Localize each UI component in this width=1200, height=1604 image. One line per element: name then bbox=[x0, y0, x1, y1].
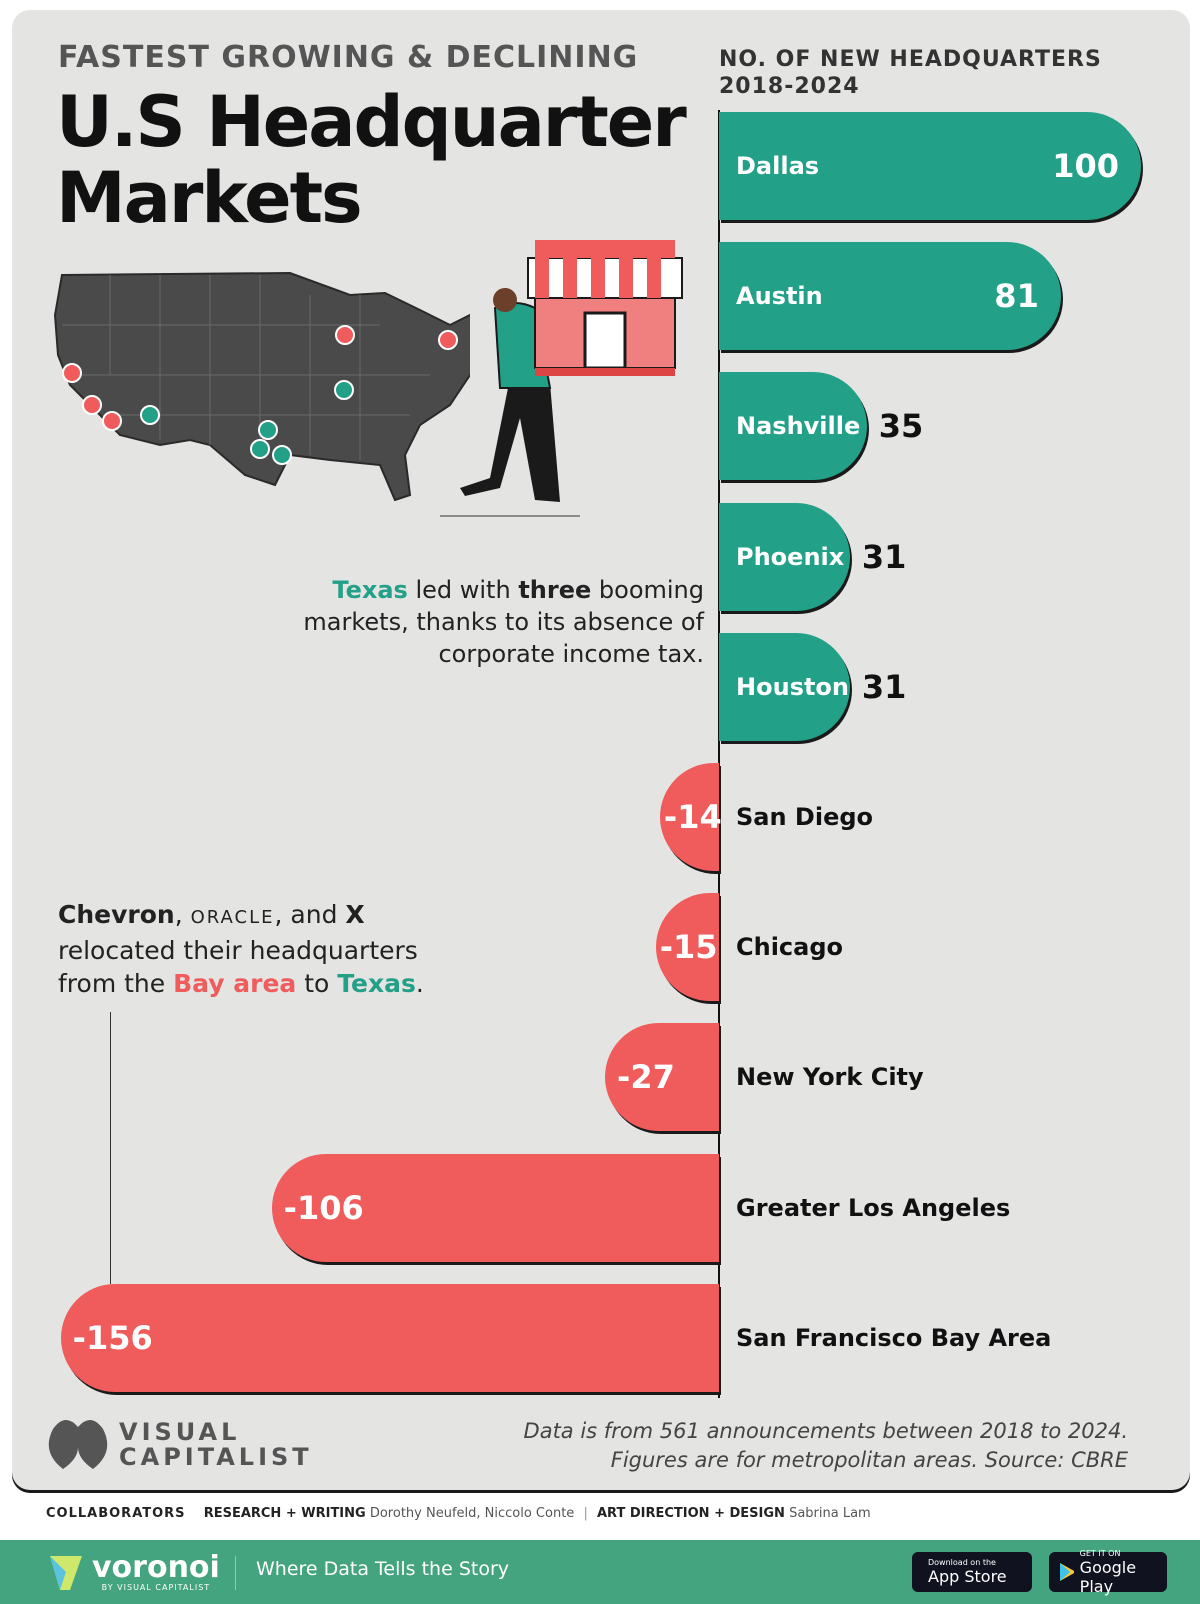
value-label: -15 bbox=[659, 928, 718, 967]
bar-phoenix bbox=[719, 502, 850, 611]
value-label: 31 bbox=[861, 537, 907, 576]
chart-subtitle: NO. OF NEW HEADQUARTERS 2018-2024 bbox=[719, 46, 1102, 100]
visual-capitalist-logo-icon bbox=[48, 1419, 108, 1469]
category-label: Dallas bbox=[736, 152, 820, 180]
dot-nashville bbox=[334, 380, 354, 400]
dot-houston bbox=[272, 445, 292, 465]
voronoi-logo[interactable]: voronoi BY VISUAL CAPITALIST bbox=[48, 1552, 220, 1592]
research-names: Dorothy Neufeld, Niccolo Conte bbox=[369, 1506, 575, 1521]
bar-new-york-city bbox=[605, 1023, 719, 1132]
source-line-2: Figures are for metropolitan areas. Sour… bbox=[610, 1448, 1128, 1472]
design-names: Sabrina Lam bbox=[789, 1506, 871, 1521]
oracle-logo-text: ORACLE bbox=[190, 907, 275, 928]
us-map-illustration bbox=[53, 271, 470, 502]
dot-chicago bbox=[335, 325, 355, 345]
dot-austin bbox=[250, 439, 270, 459]
dot-new-york bbox=[438, 330, 458, 350]
dot-sf bbox=[62, 363, 82, 383]
dot-dallas bbox=[258, 420, 278, 440]
design-label: ART DIRECTION + DESIGN bbox=[596, 1506, 785, 1521]
bar-san-francisco-bay-area bbox=[60, 1283, 719, 1392]
category-label: Phoenix bbox=[736, 542, 845, 571]
dot-la bbox=[82, 395, 102, 415]
value-label: -106 bbox=[283, 1188, 364, 1227]
annotation-text: , and bbox=[274, 900, 346, 929]
value-label: 35 bbox=[878, 407, 924, 446]
appstore-small: Download on the bbox=[928, 1558, 996, 1567]
annotation-text: booming markets, thanks to its absence o… bbox=[303, 576, 704, 668]
texas-annotation: Texas led with three booming markets, th… bbox=[284, 574, 704, 670]
bar-nashville bbox=[719, 372, 867, 481]
bar-austin bbox=[719, 242, 1061, 351]
category-label: Austin bbox=[736, 282, 823, 311]
map-dots bbox=[62, 325, 458, 465]
category-label: Houston bbox=[736, 672, 849, 701]
annotation-text: relocated their headquarters from the bbox=[58, 936, 418, 998]
play-small: GET IT ON bbox=[1079, 1548, 1121, 1558]
bay-area-highlight: Bay area bbox=[173, 969, 297, 998]
texas-highlight: Texas bbox=[332, 576, 408, 604]
separator: | bbox=[583, 1506, 588, 1521]
dot-phoenix bbox=[140, 405, 160, 425]
annotation-text: to bbox=[296, 969, 338, 998]
zero-axis-line bbox=[718, 110, 720, 1398]
category-label: New York City bbox=[736, 1063, 924, 1092]
x-logo-text: X bbox=[345, 900, 365, 929]
us-map-shape bbox=[53, 271, 470, 502]
footer-divider bbox=[235, 1556, 236, 1590]
visual-capitalist-logo: VISUAL CAPITALIST bbox=[45, 1417, 313, 1473]
category-label: Nashville bbox=[736, 412, 861, 441]
state-borders bbox=[62, 275, 430, 460]
category-label: San Francisco Bay Area bbox=[736, 1323, 1052, 1352]
tagline: Where Data Tells the Story bbox=[256, 1558, 510, 1580]
collaborators-label: COLLABORATORS bbox=[46, 1506, 186, 1521]
voronoi-icon bbox=[50, 1556, 82, 1590]
annotation-leader-line bbox=[110, 1012, 111, 1284]
annotation-text: , bbox=[174, 900, 191, 929]
value-label: 100 bbox=[1052, 147, 1119, 185]
annotation-text: . bbox=[415, 969, 424, 998]
value-label: -156 bbox=[72, 1318, 153, 1357]
annotation-text: led with bbox=[407, 576, 519, 604]
bar-dallas bbox=[719, 112, 1141, 220]
logo-line-2: CAPITALIST bbox=[119, 1443, 313, 1471]
annotation-bold: three bbox=[518, 576, 592, 604]
research-label: RESEARCH + WRITING bbox=[203, 1506, 366, 1521]
value-label: 81 bbox=[994, 277, 1039, 316]
bar-greater-los-angeles bbox=[271, 1153, 719, 1262]
chevron-logo-text: Chevron bbox=[58, 900, 175, 929]
bar-houston bbox=[719, 632, 850, 741]
category-label: Greater Los Angeles bbox=[736, 1193, 1011, 1222]
person-carrying-store-illustration bbox=[440, 240, 683, 517]
play-label: Google Play bbox=[1079, 1557, 1137, 1596]
texas-highlight: Texas bbox=[337, 969, 416, 998]
google-play-button[interactable]: GET IT ON Google Play bbox=[1049, 1548, 1167, 1595]
value-label: -14 bbox=[663, 798, 722, 836]
voronoi-wordmark: voronoi bbox=[92, 1549, 220, 1585]
kicker: FASTEST GROWING & DECLINING bbox=[58, 40, 639, 75]
logo-line-1: VISUAL bbox=[119, 1418, 241, 1446]
subtitle-line-1: NO. OF NEW HEADQUARTERS bbox=[719, 47, 1102, 72]
source-line-1: Data is from 561 announcements between 2… bbox=[523, 1419, 1128, 1443]
category-label: Chicago bbox=[736, 933, 844, 962]
page-title: U.S Headquarter Markets bbox=[56, 81, 687, 239]
value-label: -27 bbox=[617, 1058, 675, 1097]
subtitle-line-2: 2018-2024 bbox=[719, 74, 860, 99]
google-play-icon bbox=[1060, 1563, 1074, 1581]
relocation-annotation: Chevron, ORACLE, and X relocated their h… bbox=[58, 898, 478, 1000]
appstore-label: App Store bbox=[928, 1567, 1007, 1586]
source-note: Data is from 561 announcements between 2… bbox=[524, 1417, 1128, 1475]
collaborators-line: COLLABORATORS RESEARCH + WRITING Dorothy… bbox=[46, 1506, 871, 1521]
app-store-button[interactable]: Download on the App Store bbox=[912, 1552, 1032, 1592]
category-label: San Diego bbox=[736, 803, 874, 831]
title-line-2: Markets bbox=[56, 157, 363, 239]
dot-san-diego bbox=[102, 411, 122, 431]
value-label: 31 bbox=[861, 667, 907, 706]
title-line-1: U.S Headquarter bbox=[56, 81, 687, 163]
voronoi-sub: BY VISUAL CAPITALIST bbox=[101, 1582, 211, 1592]
